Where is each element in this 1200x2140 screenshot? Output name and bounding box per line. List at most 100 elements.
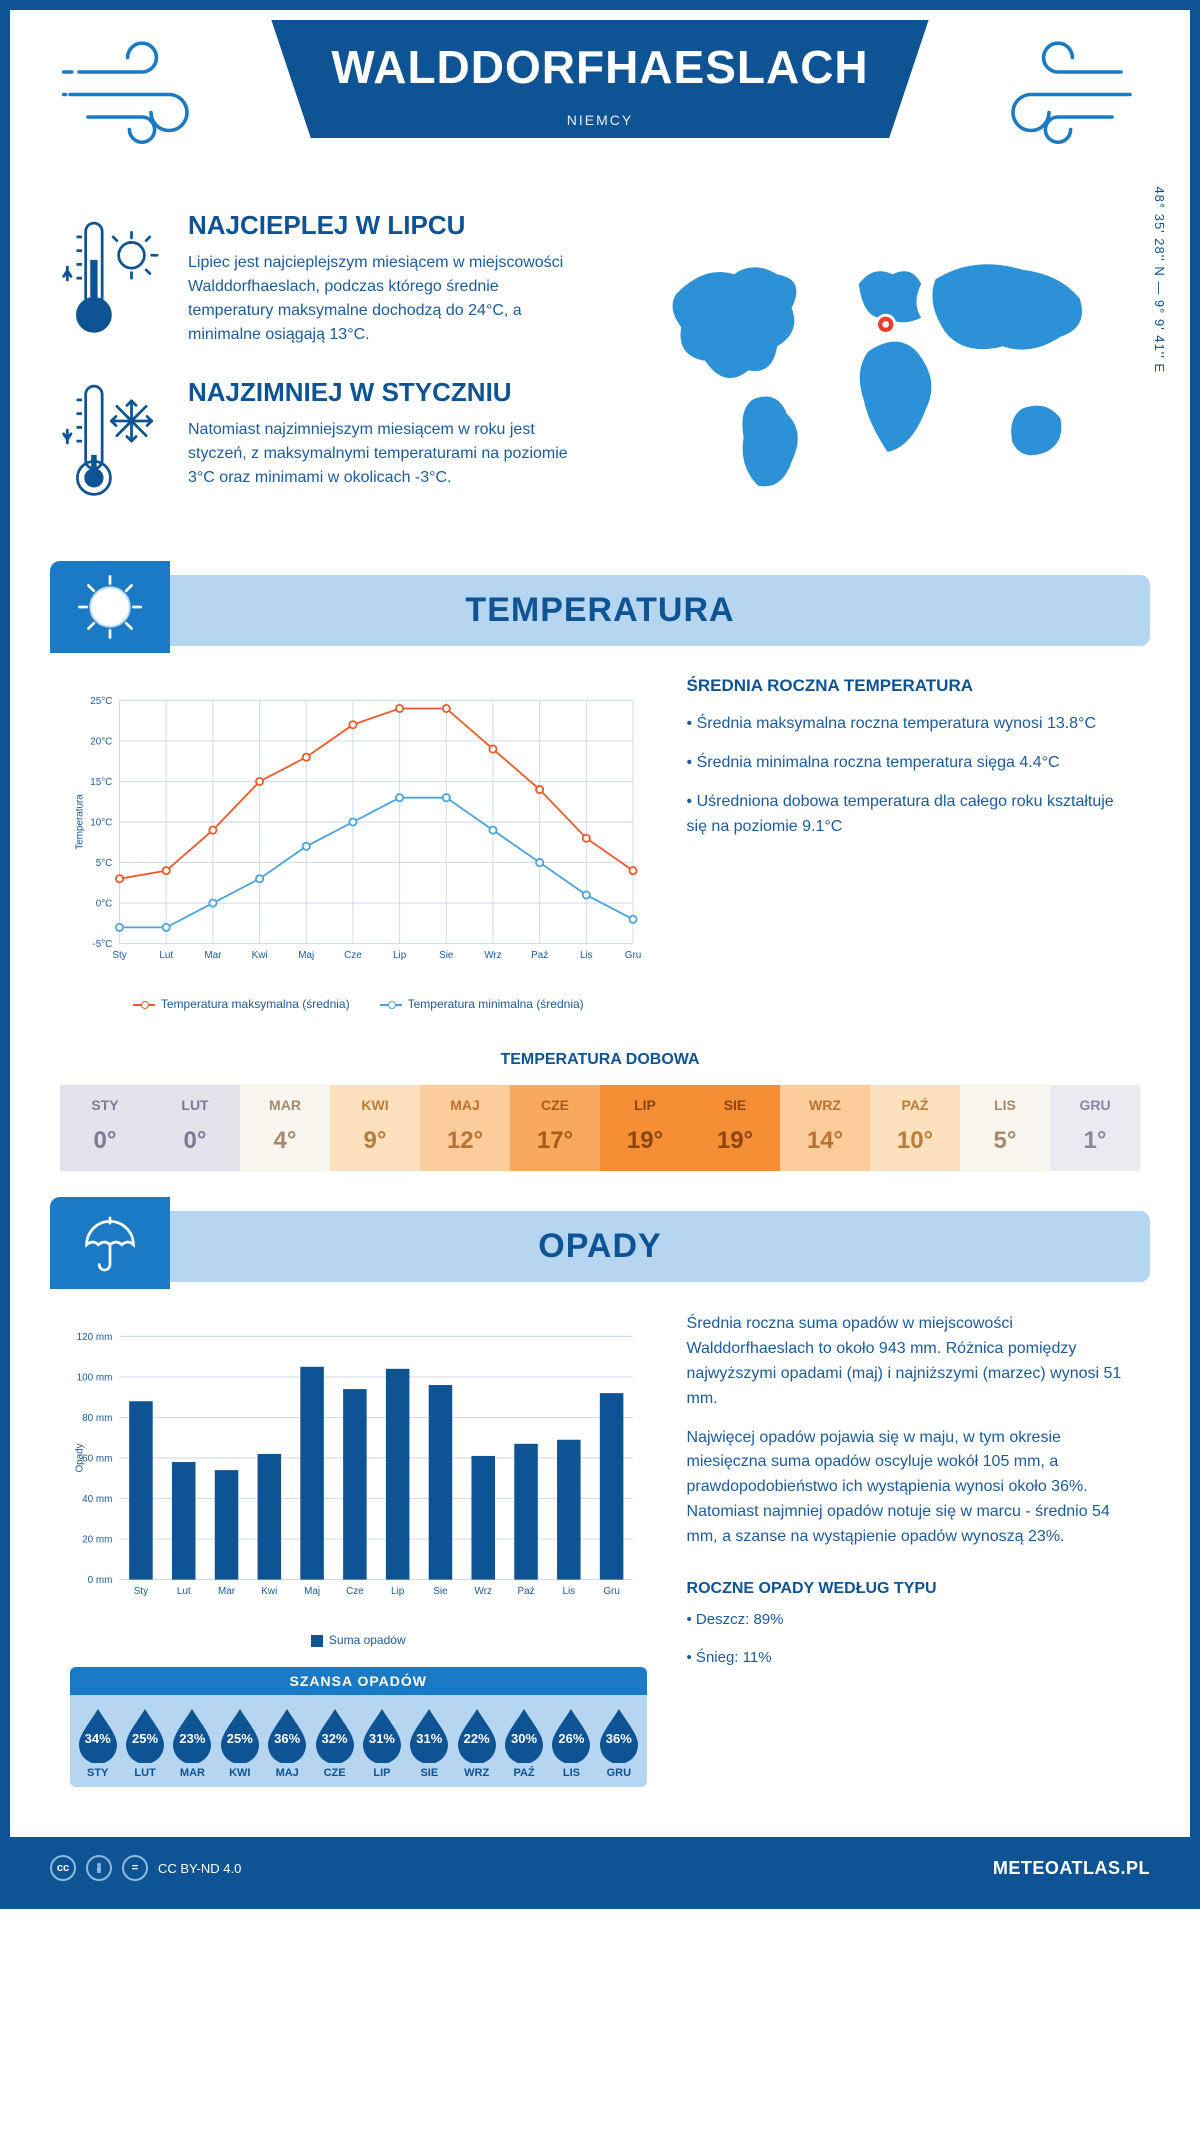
thermometer-snow-icon: [60, 377, 170, 505]
svg-text:Sie: Sie: [433, 1586, 448, 1597]
svg-text:Gru: Gru: [625, 950, 642, 961]
temperature-title: TEMPERATURA: [50, 591, 1150, 630]
svg-text:40 mm: 40 mm: [82, 1494, 112, 1505]
svg-text:Lip: Lip: [393, 950, 407, 961]
svg-text:15°C: 15°C: [90, 777, 112, 788]
header: WALDDORFHAESLACH NIEMCY: [10, 10, 1190, 190]
daily-cell: CZE 17°: [510, 1085, 600, 1171]
svg-text:Lip: Lip: [391, 1586, 405, 1597]
yearly-type-title: ROCZNE OPADY WEDŁUG TYPU: [687, 1580, 1130, 1598]
precip-chance-title: SZANSA OPADÓW: [70, 1667, 647, 1695]
svg-text:Kwi: Kwi: [252, 950, 268, 961]
svg-text:5°C: 5°C: [96, 858, 113, 869]
brand-label: METEOATLAS.PL: [993, 1858, 1150, 1879]
footer: cc = CC BY-ND 4.0 METEOATLAS.PL: [10, 1837, 1190, 1899]
svg-text:Cze: Cze: [344, 950, 362, 961]
svg-text:-5°C: -5°C: [92, 940, 112, 951]
chance-cell: 30% PAŹ: [500, 1707, 547, 1779]
license-text: CC BY-ND 4.0: [158, 1861, 241, 1876]
chance-cell: 25% LUT: [121, 1707, 168, 1779]
chance-cell: 31% LIP: [358, 1707, 405, 1779]
coldest-text: Natomiast najzimniejszym miesiącem w rok…: [188, 418, 585, 490]
svg-text:Sty: Sty: [134, 1586, 148, 1597]
coordinates: 48° 35' 28'' N — 9° 9' 41'' E: [1153, 186, 1168, 373]
summary-title: ŚREDNIA ROCZNA TEMPERATURA: [687, 676, 1130, 696]
daily-temperature-table: STY 0° LUT 0° MAR 4° KWI 9° MAJ 12° CZE …: [60, 1085, 1140, 1171]
sun-icon: [50, 561, 170, 653]
svg-text:Kwi: Kwi: [261, 1586, 277, 1597]
chance-cell: 36% MAJ: [264, 1707, 311, 1779]
coldest-title: NAJZIMNIEJ W STYCZNIU: [188, 377, 585, 408]
svg-text:Mar: Mar: [218, 1586, 236, 1597]
svg-text:0°C: 0°C: [96, 899, 113, 910]
daily-temp-title: TEMPERATURA DOBOWA: [10, 1051, 1190, 1069]
svg-text:60 mm: 60 mm: [82, 1454, 112, 1465]
warmest-title: NAJCIEPLEJ W LIPCU: [188, 210, 585, 241]
precipitation-legend: Suma opadów: [70, 1633, 647, 1647]
svg-text:Lut: Lut: [177, 1586, 191, 1597]
svg-text:20°C: 20°C: [90, 737, 112, 748]
country-label: NIEMCY: [331, 112, 868, 128]
svg-text:25°C: 25°C: [90, 696, 112, 707]
chance-cell: 31% SIE: [406, 1707, 453, 1779]
daily-cell: MAJ 12°: [420, 1085, 510, 1171]
daily-cell: LIP 19°: [600, 1085, 690, 1171]
title-block: WALDDORFHAESLACH NIEMCY: [271, 20, 928, 138]
warmest-text: Lipiec jest najcieplejszym miesiącem w m…: [188, 251, 585, 347]
daily-cell: LUT 0°: [150, 1085, 240, 1171]
chance-cell: 22% WRZ: [453, 1707, 500, 1779]
svg-text:Lis: Lis: [562, 1586, 575, 1597]
svg-text:Opady: Opady: [75, 1444, 86, 1473]
daily-cell: STY 0°: [60, 1085, 150, 1171]
svg-text:Mar: Mar: [204, 950, 222, 961]
cc-icon: cc: [50, 1855, 76, 1881]
temperature-summary: ŚREDNIA ROCZNA TEMPERATURA • Średnia mak…: [687, 676, 1130, 1011]
temperature-section-header: TEMPERATURA: [50, 575, 1150, 646]
by-icon: [86, 1855, 112, 1881]
world-map: [638, 236, 1118, 510]
temperature-chart: -5°C0°C5°C10°C15°C20°C25°CStyLutMarKwiMa…: [70, 676, 647, 1011]
svg-text:20 mm: 20 mm: [82, 1535, 112, 1546]
svg-text:100 mm: 100 mm: [77, 1373, 113, 1384]
chance-cell: 34% STY: [74, 1707, 121, 1779]
nd-icon: =: [122, 1855, 148, 1881]
wind-decoration-left: [61, 20, 241, 160]
chance-cell: 23% MAR: [169, 1707, 216, 1779]
svg-text:10°C: 10°C: [90, 818, 112, 829]
svg-text:Maj: Maj: [304, 1586, 320, 1597]
daily-cell: WRZ 14°: [780, 1085, 870, 1171]
precipitation-section-header: OPADY: [50, 1211, 1150, 1282]
daily-cell: GRU 1°: [1050, 1085, 1140, 1171]
license-block: cc = CC BY-ND 4.0: [50, 1855, 241, 1881]
daily-cell: MAR 4°: [240, 1085, 330, 1171]
svg-text:0 mm: 0 mm: [88, 1576, 113, 1587]
daily-cell: KWI 9°: [330, 1085, 420, 1171]
precipitation-chart: 0 mm20 mm40 mm60 mm80 mm100 mm120 mmStyL…: [70, 1312, 647, 1787]
coldest-block: NAJZIMNIEJ W STYCZNIU Natomiast najzimni…: [60, 377, 585, 505]
temperature-legend: Temperatura maksymalna (średnia)Temperat…: [70, 997, 647, 1011]
wind-decoration-right: [959, 20, 1139, 160]
chance-cell: 25% KWI: [216, 1707, 263, 1779]
svg-text:Maj: Maj: [298, 950, 314, 961]
precipitation-summary: Średnia roczna suma opadów w miejscowośc…: [687, 1312, 1130, 1787]
daily-cell: PAŹ 10°: [870, 1085, 960, 1171]
svg-text:Paź: Paź: [531, 950, 548, 961]
svg-text:Sie: Sie: [439, 950, 454, 961]
svg-text:Cze: Cze: [346, 1586, 364, 1597]
precipitation-title: OPADY: [50, 1227, 1150, 1266]
precip-chance-row: 34% STY 25% LUT 23% MAR 25% KWI: [70, 1695, 647, 1787]
thermometer-sun-icon: [60, 210, 170, 347]
svg-text:Paź: Paź: [518, 1586, 535, 1597]
daily-cell: SIE 19°: [690, 1085, 780, 1171]
umbrella-icon: [50, 1197, 170, 1289]
svg-text:Sty: Sty: [112, 950, 126, 961]
svg-text:80 mm: 80 mm: [82, 1413, 112, 1424]
svg-text:Wrz: Wrz: [484, 950, 501, 961]
svg-text:Temperatura: Temperatura: [75, 794, 86, 850]
chance-cell: 26% LIS: [548, 1707, 595, 1779]
svg-text:Gru: Gru: [603, 1586, 620, 1597]
warmest-block: NAJCIEPLEJ W LIPCU Lipiec jest najcieple…: [60, 210, 585, 347]
intro-section: NAJCIEPLEJ W LIPCU Lipiec jest najcieple…: [10, 190, 1190, 575]
city-title: WALDDORFHAESLACH: [331, 40, 868, 94]
daily-cell: LIS 5°: [960, 1085, 1050, 1171]
